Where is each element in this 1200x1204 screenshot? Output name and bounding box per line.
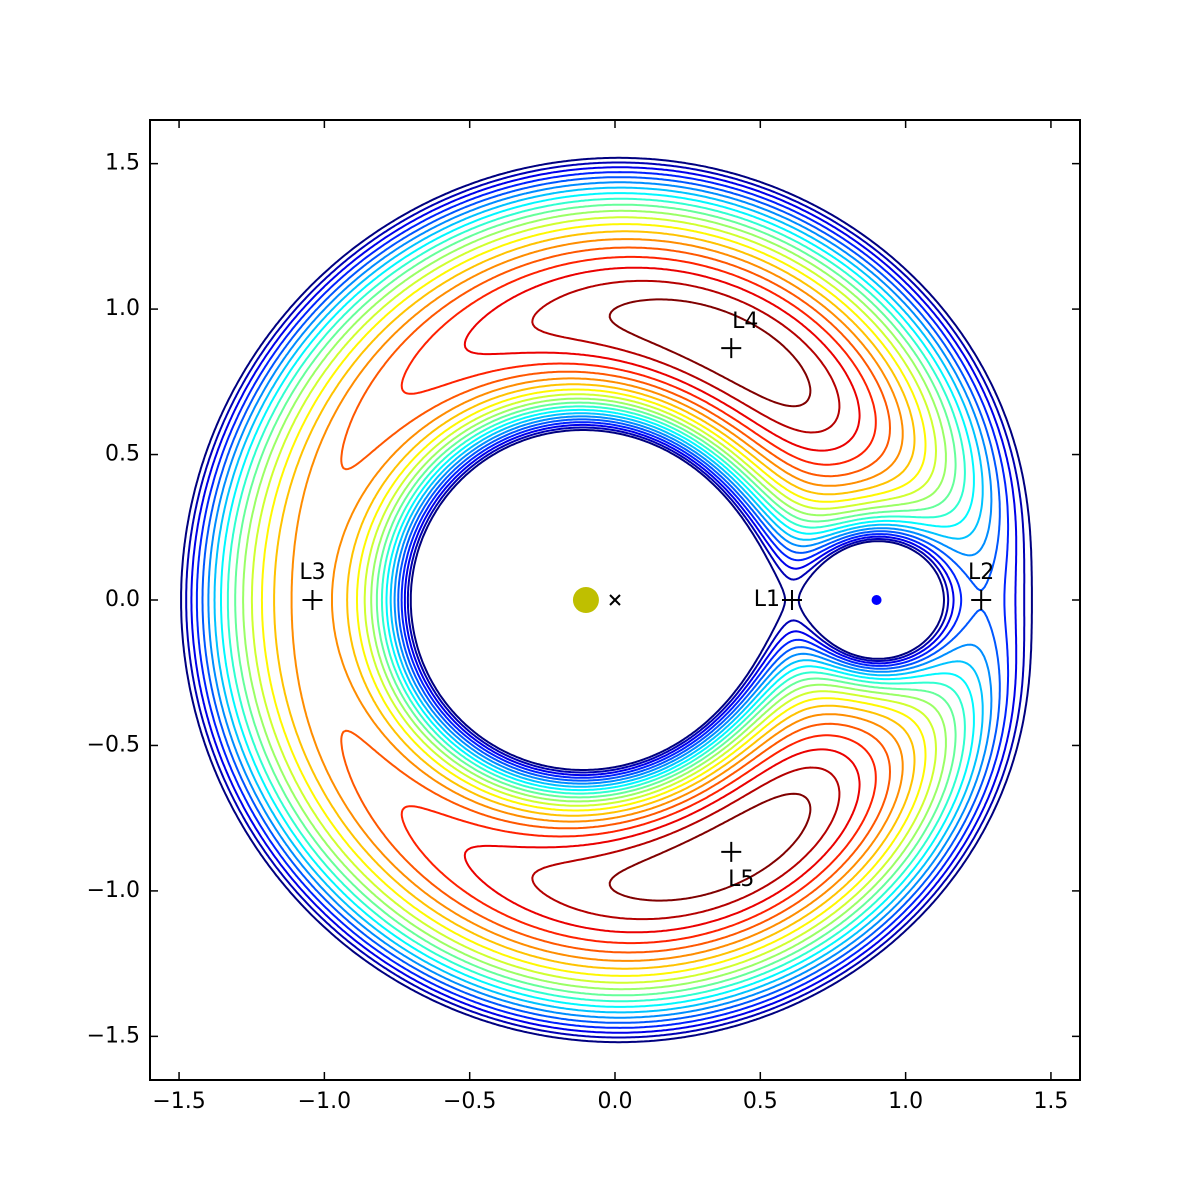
body-marker xyxy=(572,587,599,613)
contour-line xyxy=(234,203,957,997)
lagrange-marker xyxy=(302,590,323,610)
x-tick-label: 0.5 xyxy=(743,1089,778,1114)
contour-line xyxy=(195,171,1010,1029)
lagrange-label: L4 xyxy=(732,309,758,334)
contour-line xyxy=(290,238,904,962)
y-tick-label: 0.0 xyxy=(105,587,140,612)
x-tick-label: 1.0 xyxy=(888,1089,923,1114)
contour-line xyxy=(190,166,1018,1034)
contour-line xyxy=(608,298,812,902)
contour-line xyxy=(273,230,916,970)
x-tick-label: 1.5 xyxy=(1033,1089,1068,1114)
contour-line xyxy=(185,161,1026,1039)
lagrange-label: L5 xyxy=(728,867,754,892)
y-tick-label: 1.0 xyxy=(105,296,140,321)
y-tick-label: −0.5 xyxy=(87,732,140,757)
contour-line xyxy=(226,197,966,1003)
barycenter-marker xyxy=(609,594,621,606)
contour-line xyxy=(213,186,984,1014)
lagrange-marker xyxy=(721,338,742,359)
lagrange-marker xyxy=(781,590,802,610)
y-tick-label: −1.5 xyxy=(87,1023,140,1048)
y-tick-label: −1.0 xyxy=(87,878,140,903)
overlay-group: L1 L2 L3 L4 L5 xyxy=(299,309,994,892)
contour-line xyxy=(340,246,891,954)
contour-line xyxy=(207,181,993,1019)
y-tick-label: 1.5 xyxy=(105,151,140,176)
contour-line xyxy=(250,216,937,984)
y-tick-label: 0.5 xyxy=(105,442,140,467)
x-tick-label: −0.5 xyxy=(443,1089,496,1114)
contour-line xyxy=(180,156,1033,1044)
contour-line xyxy=(463,266,861,934)
lagrange-label: L2 xyxy=(968,560,994,585)
lagrange-label: L3 xyxy=(299,560,325,585)
x-tick-label: −1.5 xyxy=(152,1089,205,1114)
lagrange-marker xyxy=(971,590,992,610)
contour-line xyxy=(201,176,1001,1024)
body-marker xyxy=(871,595,882,605)
contour-line xyxy=(531,279,841,921)
contour-line xyxy=(400,255,877,945)
contour-line xyxy=(220,192,975,1008)
x-tick-label: −1.0 xyxy=(298,1089,351,1114)
contour-line xyxy=(242,209,947,991)
lagrange-marker xyxy=(721,841,742,862)
contour-line xyxy=(260,223,927,977)
contour-group xyxy=(180,156,1033,1044)
x-tick-label: 0.0 xyxy=(598,1089,633,1114)
lagrange-label: L1 xyxy=(754,587,780,612)
